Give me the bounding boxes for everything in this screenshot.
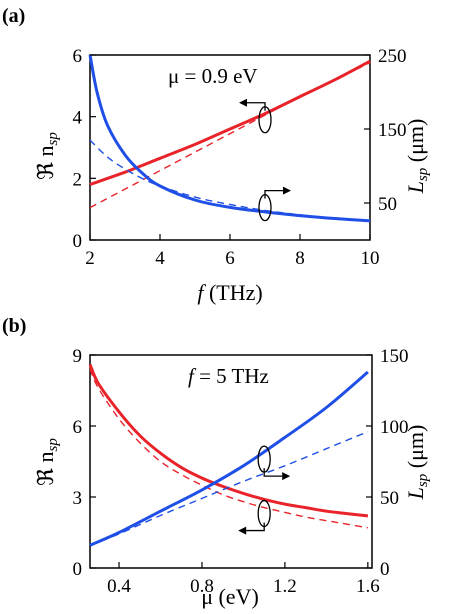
panel-a-yleft-tick-label: 6 (73, 46, 83, 67)
panel-a-yright-tick-label: 250 (378, 46, 407, 67)
panel-b-frame (89, 354, 373, 569)
panel-a-series-2-right-solid-line (88, 54, 371, 223)
panel-a-series-1-left-dashed-line (89, 62, 371, 209)
panel-a-xtick-label: 2 (85, 248, 95, 269)
panel-a-annotation: μ = 0.9 eV (168, 64, 258, 88)
panel-b-series-2-right-solid-line (89, 370, 369, 547)
panel-a-xtick-label: 6 (225, 248, 235, 269)
panel-b-marker-arrowhead-right (282, 472, 291, 481)
panel-a-yright-tick-label: 150 (378, 120, 407, 141)
panel-a-marker-arrowhead-right (283, 186, 291, 195)
panel-a-label: (a) (2, 5, 25, 27)
panel-b-xlabel: μ (eV) (201, 584, 259, 609)
panel-a-xlabel: f (THz) (197, 280, 262, 305)
panel-b-series-1-left-dashed-line (89, 368, 369, 529)
panel-a-marker-arrow-right (264, 189, 283, 199)
panel-b-yleft-tick-label: 0 (73, 559, 83, 580)
panel-b-xtick-label: 1.6 (356, 576, 380, 597)
panel-a-ylabel-right: Lsp (μm) (403, 119, 431, 195)
panel-a-xtick-label: 4 (155, 248, 165, 269)
panel-a-marker-arrowhead-left (239, 98, 247, 107)
panel-a-ylabel-left: ℜ nsp (33, 132, 61, 180)
panel-b-ylabel-right: Lsp (μm) (403, 425, 431, 501)
panel-b-series-0-left-solid-line (88, 363, 369, 518)
panel-b-marker-arrow-right (263, 468, 283, 477)
panel-b-yleft-tick-label: 9 (73, 346, 83, 367)
panel-b-yright-tick-label: 100 (380, 417, 409, 438)
panel-b-yright-tick-label: 50 (380, 488, 399, 509)
panel-a-xtick-label: 10 (361, 248, 380, 269)
panel-b-label: (b) (2, 315, 26, 337)
panel-a-yleft-tick-label: 4 (73, 108, 83, 129)
panel-b-yleft-tick-label: 6 (73, 417, 83, 438)
panel-b-marker-arrowhead-left (238, 526, 247, 535)
panel-b-xtick-label: 0.4 (107, 576, 131, 597)
panel-b-ylabel-left: ℜ nsp (33, 438, 61, 486)
panel-a-series-3-right-dashed-line (89, 139, 371, 222)
panel-b-marker-arrow-left (246, 522, 265, 532)
panel-a-yleft-tick-label: 0 (73, 231, 83, 252)
panel-a-xtick-label: 8 (295, 248, 305, 269)
panel-b-xtick-label: 0.8 (190, 576, 214, 597)
panel-b-yright-tick-label: 0 (380, 559, 390, 580)
panel-b-yleft-tick-label: 3 (73, 488, 83, 509)
panel-b-annotation: f = 5 THz (188, 364, 269, 388)
panel-a-yright-tick-label: 50 (378, 194, 397, 215)
panel-a-marker-arrow-left (247, 102, 266, 111)
panel-b-yright-tick-label: 150 (380, 346, 409, 367)
panel-a-yleft-tick-label: 2 (73, 169, 83, 190)
panel-b-xtick-label: 1.2 (273, 576, 297, 597)
